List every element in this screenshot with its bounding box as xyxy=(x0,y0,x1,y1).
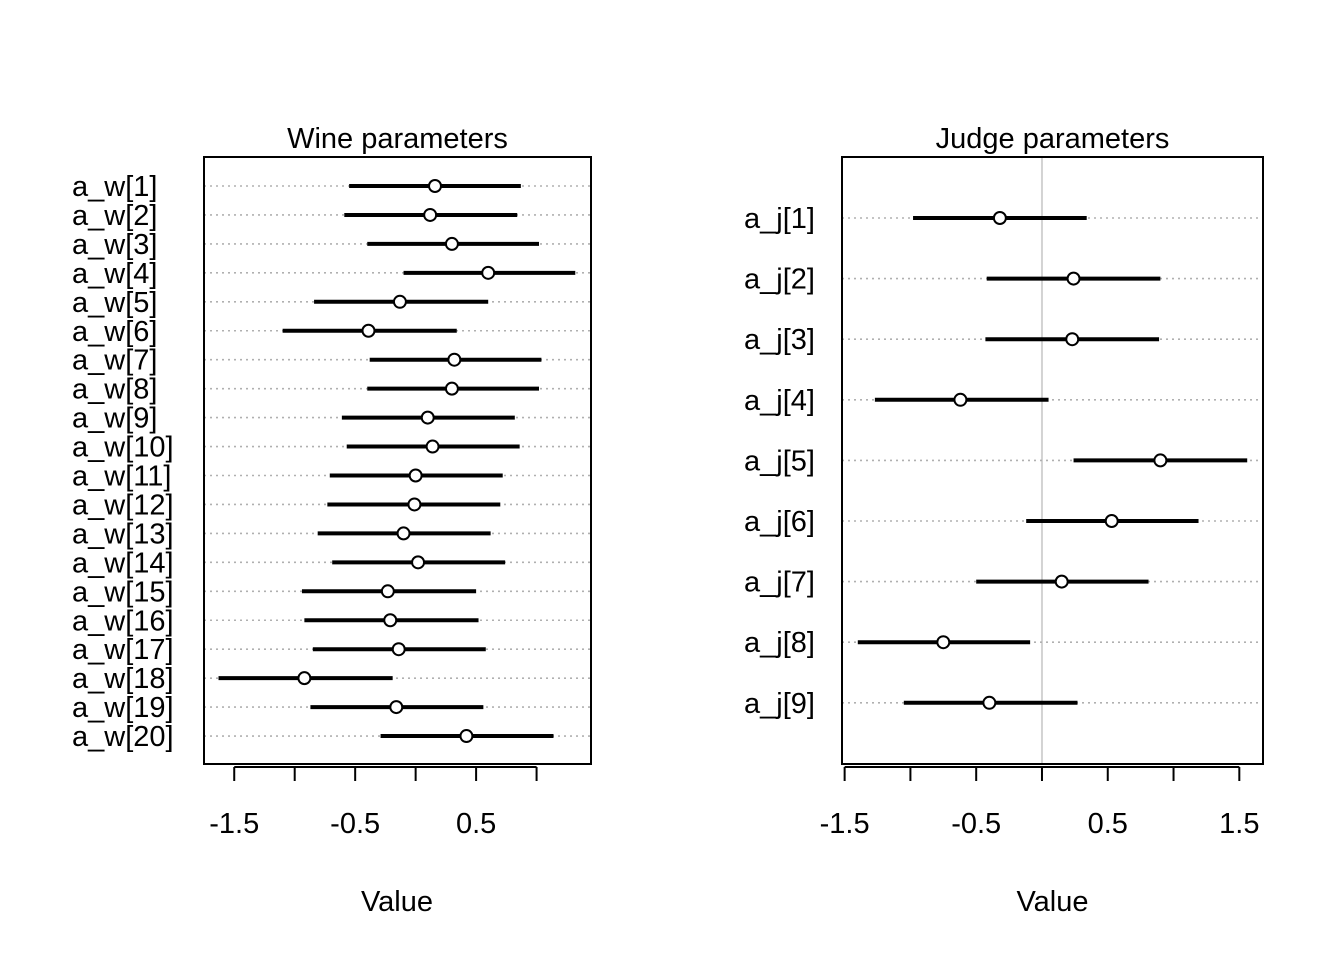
judge-x-axis-title: Value xyxy=(1016,886,1088,918)
judge-param-label: a_j[1] xyxy=(744,203,815,235)
wine-mean-point-19 xyxy=(389,700,404,715)
wine-param-label: a_w[15] xyxy=(72,576,174,608)
judge-param-label: a_j[7] xyxy=(744,567,815,599)
wine-chart-title: Wine parameters xyxy=(287,123,508,155)
wine-mean-point-8 xyxy=(444,381,459,396)
judge-x-tick-label: 0.5 xyxy=(1088,808,1128,840)
judge-param-label: a_j[4] xyxy=(744,385,815,417)
wine-mean-point-6 xyxy=(361,323,376,338)
judge-mean-point-8 xyxy=(936,635,951,650)
wine-param-label: a_w[18] xyxy=(72,663,174,695)
judge-param-label: a_j[8] xyxy=(744,627,815,659)
wine-mean-point-12 xyxy=(407,497,422,512)
judge-param-label: a_j[5] xyxy=(744,445,815,477)
wine-param-label: a_w[12] xyxy=(72,489,174,521)
judge-mean-point-3 xyxy=(1065,332,1080,347)
judge-param-label: a_j[6] xyxy=(744,506,815,538)
wine-mean-point-13 xyxy=(396,526,411,541)
wine-param-label: a_w[8] xyxy=(72,374,157,406)
wine-mean-point-11 xyxy=(408,468,423,483)
wine-param-label: a_w[3] xyxy=(72,229,157,261)
judge-mean-point-7 xyxy=(1054,574,1069,589)
wine-plot-frame xyxy=(203,156,592,765)
wine-mean-point-5 xyxy=(392,294,407,309)
wine-param-label: a_w[9] xyxy=(72,403,157,435)
wine-mean-point-10 xyxy=(425,439,440,454)
judge-parameters-panel: a_j[1] a_j[2] a_j[3] a_j[4] a_j[5] a_j[6] a_j[… xyxy=(744,123,1264,918)
judge-x-tick-label: -1.5 xyxy=(820,808,870,840)
wine-param-label: a_w[7] xyxy=(72,345,157,377)
wine-mean-point-3 xyxy=(444,236,459,251)
wine-mean-point-14 xyxy=(411,555,426,570)
wine-param-label: a_w[4] xyxy=(72,258,157,290)
wine-parameters-panel: a_w[1]a_w[2]a_w[3]a_w[4]a_w[5]a_w[6]a_w[… xyxy=(72,123,592,918)
wine-param-label: a_w[10] xyxy=(72,432,174,464)
judge-x-tick-label: -0.5 xyxy=(951,808,1001,840)
wine-x-tick-label: 0.5 xyxy=(456,808,496,840)
wine-mean-point-18 xyxy=(297,671,312,686)
judge-mean-point-2 xyxy=(1066,271,1081,286)
judge-mean-point-9 xyxy=(982,695,997,710)
wine-mean-point-20 xyxy=(459,729,474,744)
wine-mean-point-7 xyxy=(447,352,462,367)
wine-mean-point-1 xyxy=(427,179,442,193)
judge-chart-title: Judge parameters xyxy=(936,123,1170,155)
wine-mean-point-9 xyxy=(420,410,435,425)
judge-param-label: a_j[9] xyxy=(744,688,815,720)
wine-param-label: a_w[2] xyxy=(72,200,157,232)
judge-param-label: a_j[3] xyxy=(744,324,815,356)
wine-x-axis-title: Value xyxy=(361,886,433,918)
judge-mean-point-4 xyxy=(953,392,968,407)
wine-param-label: a_w[11] xyxy=(72,461,171,493)
wine-mean-point-17 xyxy=(391,642,406,657)
wine-param-label: a_w[19] xyxy=(72,692,174,724)
wine-param-label: a_w[1] xyxy=(72,171,157,203)
judge-mean-point-1 xyxy=(992,211,1007,225)
wine-x-tick-label: -1.5 xyxy=(209,808,259,840)
wine-mean-point-2 xyxy=(423,207,438,222)
wine-x-tick-label: -0.5 xyxy=(330,808,380,840)
judge-plot-frame xyxy=(841,156,1264,765)
wine-param-label: a_w[6] xyxy=(72,316,157,348)
wine-mean-point-16 xyxy=(383,613,398,628)
judge-mean-point-5 xyxy=(1153,453,1168,468)
wine-mean-point-4 xyxy=(481,265,496,280)
wine-mean-point-15 xyxy=(380,584,395,599)
wine-param-label: a_w[13] xyxy=(72,518,174,550)
judge-mean-point-6 xyxy=(1104,514,1119,528)
wine-param-label: a_w[17] xyxy=(72,634,174,666)
judge-x-tick-label: 1.5 xyxy=(1219,808,1259,840)
wine-param-label: a_w[14] xyxy=(72,547,174,579)
wine-param-label: a_w[16] xyxy=(72,605,174,637)
wine-param-label: a_w[20] xyxy=(72,721,174,753)
judge-param-label: a_j[2] xyxy=(744,264,815,296)
wine-param-label: a_w[5] xyxy=(72,287,157,319)
